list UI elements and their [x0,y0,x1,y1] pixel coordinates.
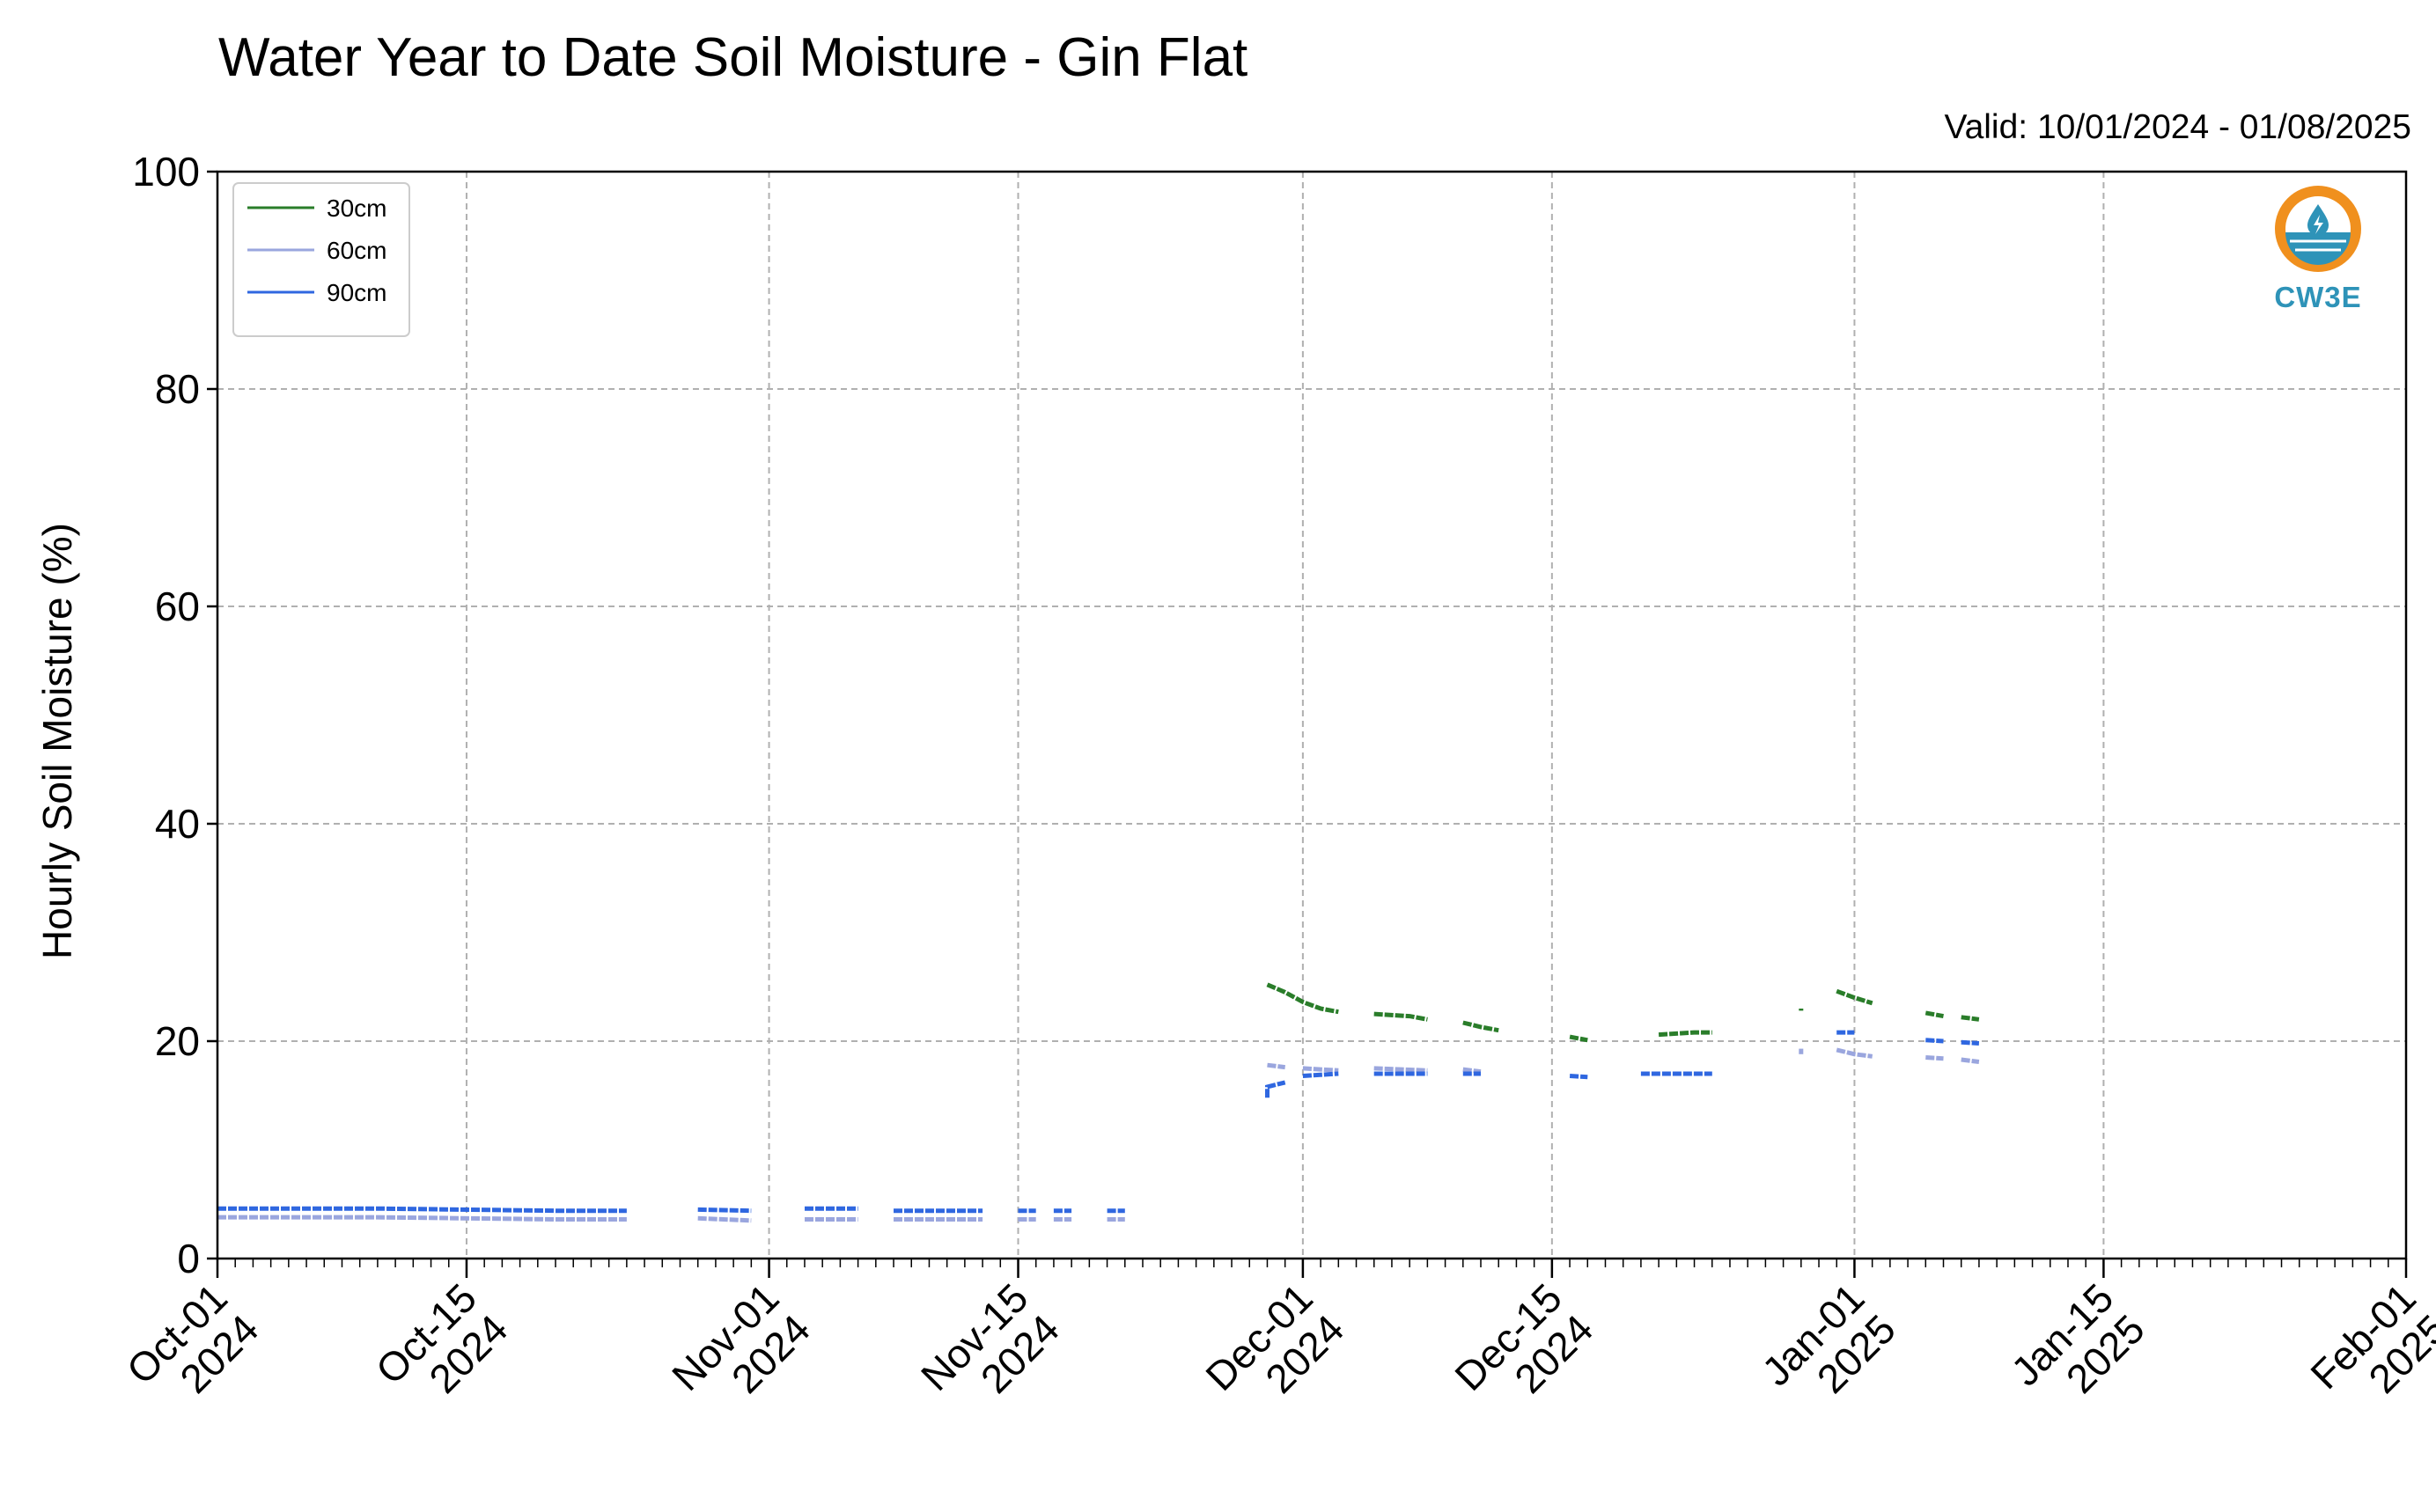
series-60cm-line [1267,1062,1285,1070]
y-tick-labels: 0 20 40 60 80 100 [132,149,200,1281]
x-tick-label: Nov-012024 [663,1274,819,1430]
series-30cm-line [1569,1034,1588,1043]
x-tick-label: Feb-012025 [2301,1274,2436,1428]
series-60cm-line [1373,1066,1428,1073]
series-60cm-line [1961,1057,1980,1064]
x-tick-label: Dec-012024 [1196,1274,1352,1430]
series-30cm-line [1961,1015,1980,1022]
series-30cm-line [1925,1010,1944,1019]
series-60cm-line [1836,1047,1873,1059]
series-30cm-line [1462,1020,1499,1033]
series-90cm-line [1961,1039,1980,1046]
legend-label: 60cm [327,237,386,264]
series-60cm-line [1925,1055,1944,1061]
x-tick-label: Oct-012024 [118,1274,268,1424]
cw3e-logo: CW3E [2270,183,2366,314]
y-tick-label: 100 [132,149,200,195]
series-30cm-line [1266,982,1339,1015]
series-60cm-line [1302,1066,1339,1073]
plot-frame [216,170,2408,1260]
valid-date-range: Valid: 10/01/2024 - 01/08/2025 [1944,108,2411,146]
series-90cm-line [1302,1071,1339,1078]
series-90cm-line [217,1206,627,1214]
legend: 30cm 60cm 90cm [232,182,410,337]
series-30cm-line [1658,1030,1712,1038]
x-tick-label: Oct-152024 [367,1274,517,1424]
series-60cm-line [217,1215,627,1222]
y-tick-label: 0 [177,1236,200,1281]
series-90cm-line [697,1207,752,1214]
x-tick-label: Dec-152024 [1446,1274,1601,1430]
y-tick-label: 60 [155,584,200,629]
cw3e-logo-text: CW3E [2274,281,2362,313]
series-60cm-line [697,1215,752,1223]
x-tick-labels: Oct-012024 Oct-152024 Nov-012024 Nov-152024… [118,1274,2436,1430]
series-90cm-line [1569,1074,1588,1080]
legend-label: 90cm [327,279,386,306]
series-lines [217,982,1980,1223]
y-tick-label: 20 [155,1018,200,1064]
legend-label: 30cm [327,195,386,222]
cw3e-logo-icon [2275,186,2361,272]
legend-box [232,182,410,337]
series-30cm-line [1836,988,1873,1006]
x-tick-label: Nov-152024 [912,1274,1068,1430]
chart-title: Water Year to Date Soil Moisture - Gin F… [218,27,1248,88]
x-tick-label: Jan-012025 [1753,1274,1904,1426]
y-tick-label: 80 [155,366,200,412]
grid-lines [217,172,2406,1259]
axis-ticks [207,170,2408,1278]
series-60cm-line [1462,1067,1482,1075]
series-90cm-line [1925,1038,1944,1044]
x-tick-label: Jan-152025 [2002,1274,2153,1426]
series-90cm-line [1265,1080,1286,1098]
series-30cm-line [1373,1011,1428,1022]
y-tick-label: 40 [155,801,200,847]
